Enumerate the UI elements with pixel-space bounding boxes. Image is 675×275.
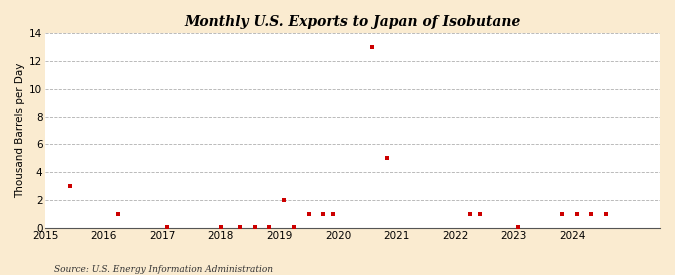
Point [464, 212, 475, 216]
Point [161, 225, 172, 229]
Point [328, 212, 339, 216]
Point [264, 225, 275, 229]
Point [289, 225, 300, 229]
Point [64, 184, 75, 188]
Text: Source: U.S. Energy Information Administration: Source: U.S. Energy Information Administ… [54, 265, 273, 274]
Point [250, 225, 261, 229]
Point [586, 212, 597, 216]
Title: Monthly U.S. Exports to Japan of Isobutane: Monthly U.S. Exports to Japan of Isobuta… [184, 15, 521, 29]
Point [601, 212, 612, 216]
Point [367, 45, 377, 49]
Y-axis label: Thousand Barrels per Day: Thousand Barrels per Day [15, 63, 25, 198]
Point [513, 225, 524, 229]
Point [235, 225, 246, 229]
Point [572, 212, 583, 216]
Point [318, 212, 329, 216]
Point [215, 225, 226, 229]
Point [557, 212, 568, 216]
Point [475, 212, 485, 216]
Point [303, 212, 314, 216]
Point [381, 156, 392, 161]
Point [113, 212, 124, 216]
Point [279, 198, 290, 202]
